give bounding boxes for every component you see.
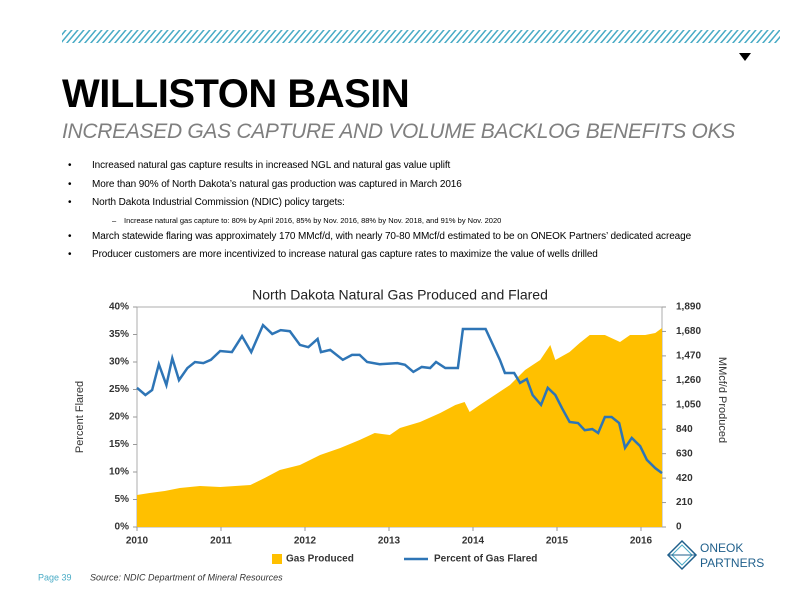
y-tick-label: 30% (109, 357, 129, 368)
y-tick-label: 5% (115, 494, 130, 505)
title: WILLISTON BASIN (62, 72, 410, 116)
x-tick-label: 2013 (378, 536, 401, 547)
y2-tick-label: 630 (676, 448, 693, 459)
x-tick-label: 2011 (210, 536, 232, 547)
y-tick-label: 15% (109, 439, 129, 450)
y-axis-label: Percent Flared (74, 381, 86, 453)
bullet: Producer customers are more incentivized… (68, 246, 788, 265)
y2-tick-label: 840 (676, 424, 693, 435)
bullet: March statewide flaring was approximatel… (68, 228, 788, 247)
logo-bottom: PARTNERS (700, 556, 764, 570)
legend-swatch (272, 554, 282, 564)
bullet: North Dakota Industrial Commission (NDIC… (68, 194, 788, 213)
y-tick-label: 10% (109, 467, 129, 478)
y2-tick-label: 210 (676, 497, 693, 508)
line (136, 323, 663, 475)
y2-axis-label: MMcf/d Produced (716, 357, 728, 443)
chart-title: North Dakota Natural Gas Produced and Fl… (252, 287, 548, 303)
y-tick-label: 20% (109, 412, 129, 423)
y-tick-label: 40% (109, 302, 129, 313)
legend-label: Percent of Gas Flared (434, 554, 537, 565)
page-number: Page 39 (38, 572, 72, 582)
y-tick-label: 25% (109, 384, 129, 395)
y2-tick-label: 1,890 (676, 302, 701, 313)
y2-tick-label: 420 (676, 473, 693, 484)
y2-tick-label: 1,470 (676, 351, 701, 362)
subtitle: INCREASED GAS CAPTURE AND VOLUME BACKLOG… (62, 120, 735, 143)
x-tick-label: 2016 (630, 536, 653, 547)
source: Source: NDIC Department of Mineral Resou… (90, 572, 283, 582)
sub-bullet: Increase natural gas capture to: 80% by … (68, 213, 788, 228)
y2-tick-label: 1,260 (676, 375, 701, 386)
bullet: Increased natural gas capture results in… (68, 157, 788, 176)
header-band (62, 30, 780, 43)
y-tick-label: 0% (115, 522, 130, 533)
x-tick-label: 2012 (294, 536, 317, 547)
x-tick-label: 2015 (546, 536, 569, 547)
bullet-list: Increased natural gas capture results in… (68, 157, 788, 265)
legend-label: Gas Produced (286, 554, 354, 565)
x-tick-label: 2014 (462, 536, 485, 547)
x-tick-label: 2010 (126, 536, 149, 547)
logo: ONEOK PARTNERS (666, 539, 764, 570)
logo-top: ONEOK (700, 541, 743, 555)
y2-tick-label: 0 (676, 522, 682, 533)
header-arrow (739, 53, 751, 61)
bullet: More than 90% of North Dakota’s natural … (68, 176, 788, 195)
y-tick-label: 35% (109, 329, 129, 340)
area (137, 327, 662, 527)
y2-tick-label: 1,680 (676, 326, 701, 337)
y2-tick-label: 1,050 (676, 399, 701, 410)
